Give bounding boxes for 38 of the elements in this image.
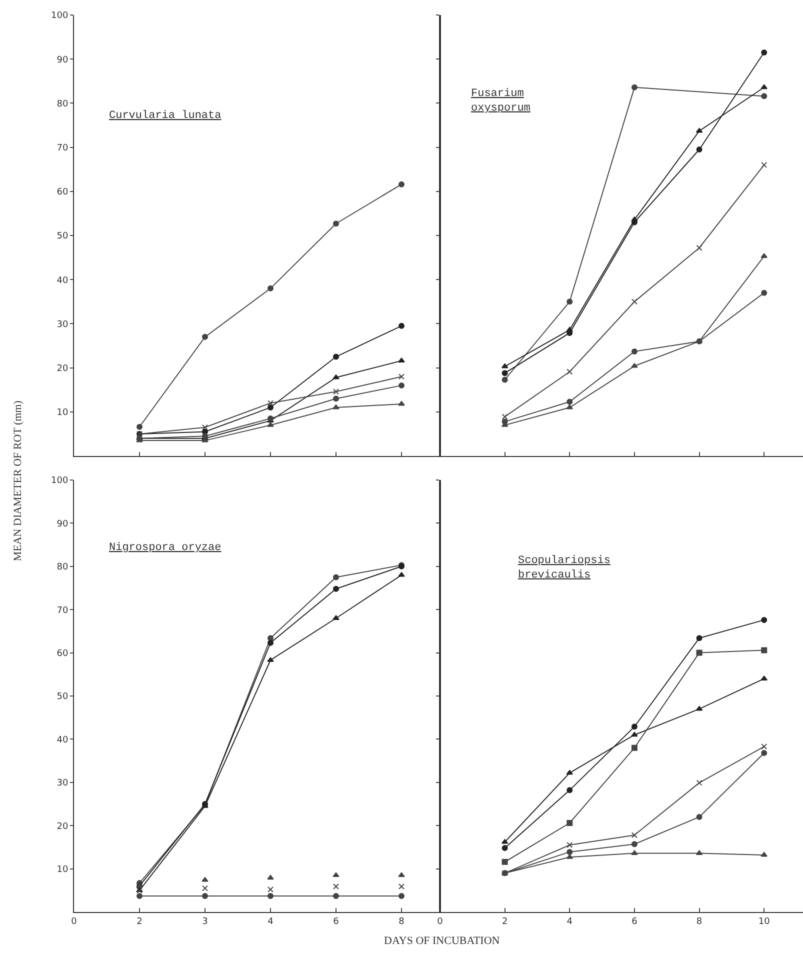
y-tick-label: 100: [51, 11, 68, 22]
x-tick-label: 6: [333, 916, 340, 927]
x-tick-label: 10: [758, 916, 770, 927]
x-tick-label: 2: [136, 916, 142, 927]
x-tick-label: 4: [566, 916, 573, 927]
y-tick-label: 80: [56, 99, 68, 110]
text: Scopulariopsis brevicaulis: [518, 555, 610, 582]
x-tick-label: 8: [398, 916, 405, 927]
text: Nigrospora oryzae: [109, 542, 222, 554]
y-axis-title: MEAN DIAMETER OF ROT (mm): [12, 400, 24, 562]
x-tick-label: 3: [202, 916, 208, 927]
y-tick-label: 90: [56, 519, 68, 530]
y-tick-label: 50: [56, 692, 68, 702]
x-tick-label: 2: [502, 916, 508, 927]
text: Fusarium oxysporum: [471, 88, 531, 114]
y-tick-label: 80: [56, 562, 68, 573]
x-tick-label: 4: [268, 916, 274, 927]
text: Curvularia lunata: [109, 110, 222, 122]
y-tick-label: 20: [56, 364, 68, 374]
y-tick-label: 40: [56, 735, 68, 746]
x-tick-label: 8: [696, 916, 702, 927]
x-tick-label: 6: [632, 916, 638, 927]
x-axis-title: DAYS OF INCUBATION: [384, 935, 500, 947]
y-tick-label: 50: [56, 232, 68, 242]
y-tick-label: 10: [56, 408, 68, 418]
y-tick-label: 30: [56, 320, 68, 330]
y-tick-label: 60: [56, 188, 68, 198]
y-tick-label: 40: [56, 276, 68, 286]
y-tick-label: 20: [56, 822, 68, 832]
x-tick-label: 0: [71, 916, 78, 927]
x-tick-label: 0: [437, 916, 444, 927]
y-tick-label: 10: [56, 864, 68, 875]
y-tick-label: 70: [56, 606, 68, 616]
y-tick-label: 90: [56, 55, 68, 66]
y-tick-label: 100: [51, 476, 68, 486]
y-tick-label: 70: [56, 143, 68, 154]
y-tick-label: 30: [56, 778, 68, 789]
y-tick-label: 60: [56, 648, 68, 659]
